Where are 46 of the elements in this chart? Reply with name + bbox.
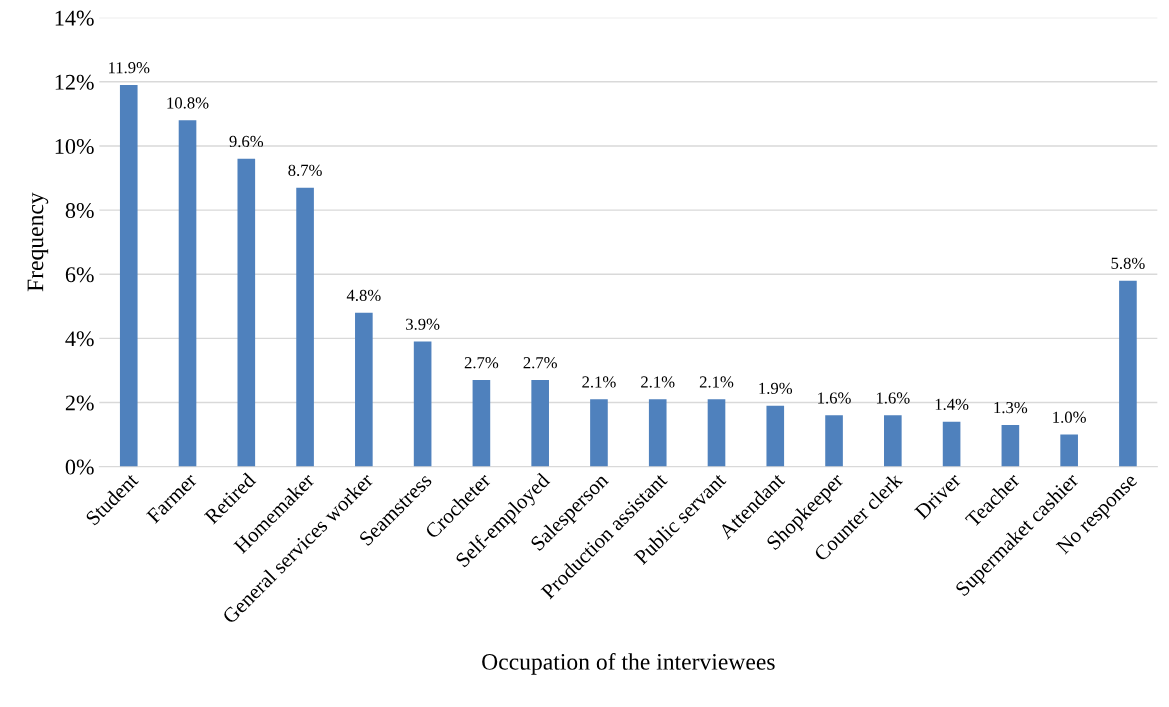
bar xyxy=(1060,434,1078,467)
bar xyxy=(531,380,549,467)
y-axis-title: Frequency xyxy=(27,192,49,292)
data-label: 1.6% xyxy=(876,392,910,404)
bar xyxy=(1119,280,1137,467)
bar xyxy=(1001,424,1020,467)
y-tick-label: 14% xyxy=(55,10,94,26)
data-label: 2.7% xyxy=(464,357,499,369)
data-label: 2.1% xyxy=(582,376,616,388)
bar xyxy=(472,380,491,467)
bar xyxy=(590,399,608,467)
x-axis-title: Occupation of the interviewees xyxy=(482,653,775,675)
data-label: 10.8% xyxy=(167,97,209,109)
data-label: 1.6% xyxy=(818,392,851,404)
bar xyxy=(707,399,726,467)
data-label: 9.6% xyxy=(229,135,264,148)
bar xyxy=(237,158,256,467)
data-label: 8.7% xyxy=(288,164,322,176)
y-tick-label: 2% xyxy=(65,395,94,411)
bar xyxy=(413,341,432,467)
y-tick-label: 12% xyxy=(55,74,94,90)
data-label: 2.1% xyxy=(699,376,734,388)
bar xyxy=(766,405,785,467)
data-label: 1.0% xyxy=(1053,411,1086,423)
y-tick-label: 6% xyxy=(65,267,94,283)
bar xyxy=(119,85,138,467)
data-label: 2.1% xyxy=(641,376,675,388)
bar xyxy=(942,421,961,467)
y-tick-label: 8% xyxy=(65,203,94,219)
bar xyxy=(178,120,197,467)
y-tick-label: 4% xyxy=(65,331,94,347)
data-label: 1.4% xyxy=(935,398,969,411)
data-label: 4.8% xyxy=(346,289,381,302)
data-label: 11.9% xyxy=(109,62,150,74)
data-label: 3.9% xyxy=(406,318,440,330)
bar xyxy=(884,415,902,467)
data-label: 1.9% xyxy=(759,382,793,395)
data-label: 1.3% xyxy=(994,401,1028,414)
y-tick-label: 10% xyxy=(55,138,94,154)
data-label: 5.8% xyxy=(1111,257,1145,269)
data-label: 2.7% xyxy=(523,357,557,369)
bar xyxy=(355,312,373,467)
y-tick-label: 0% xyxy=(65,459,94,475)
bar xyxy=(825,415,843,467)
bar xyxy=(648,399,667,467)
bar xyxy=(296,187,314,467)
